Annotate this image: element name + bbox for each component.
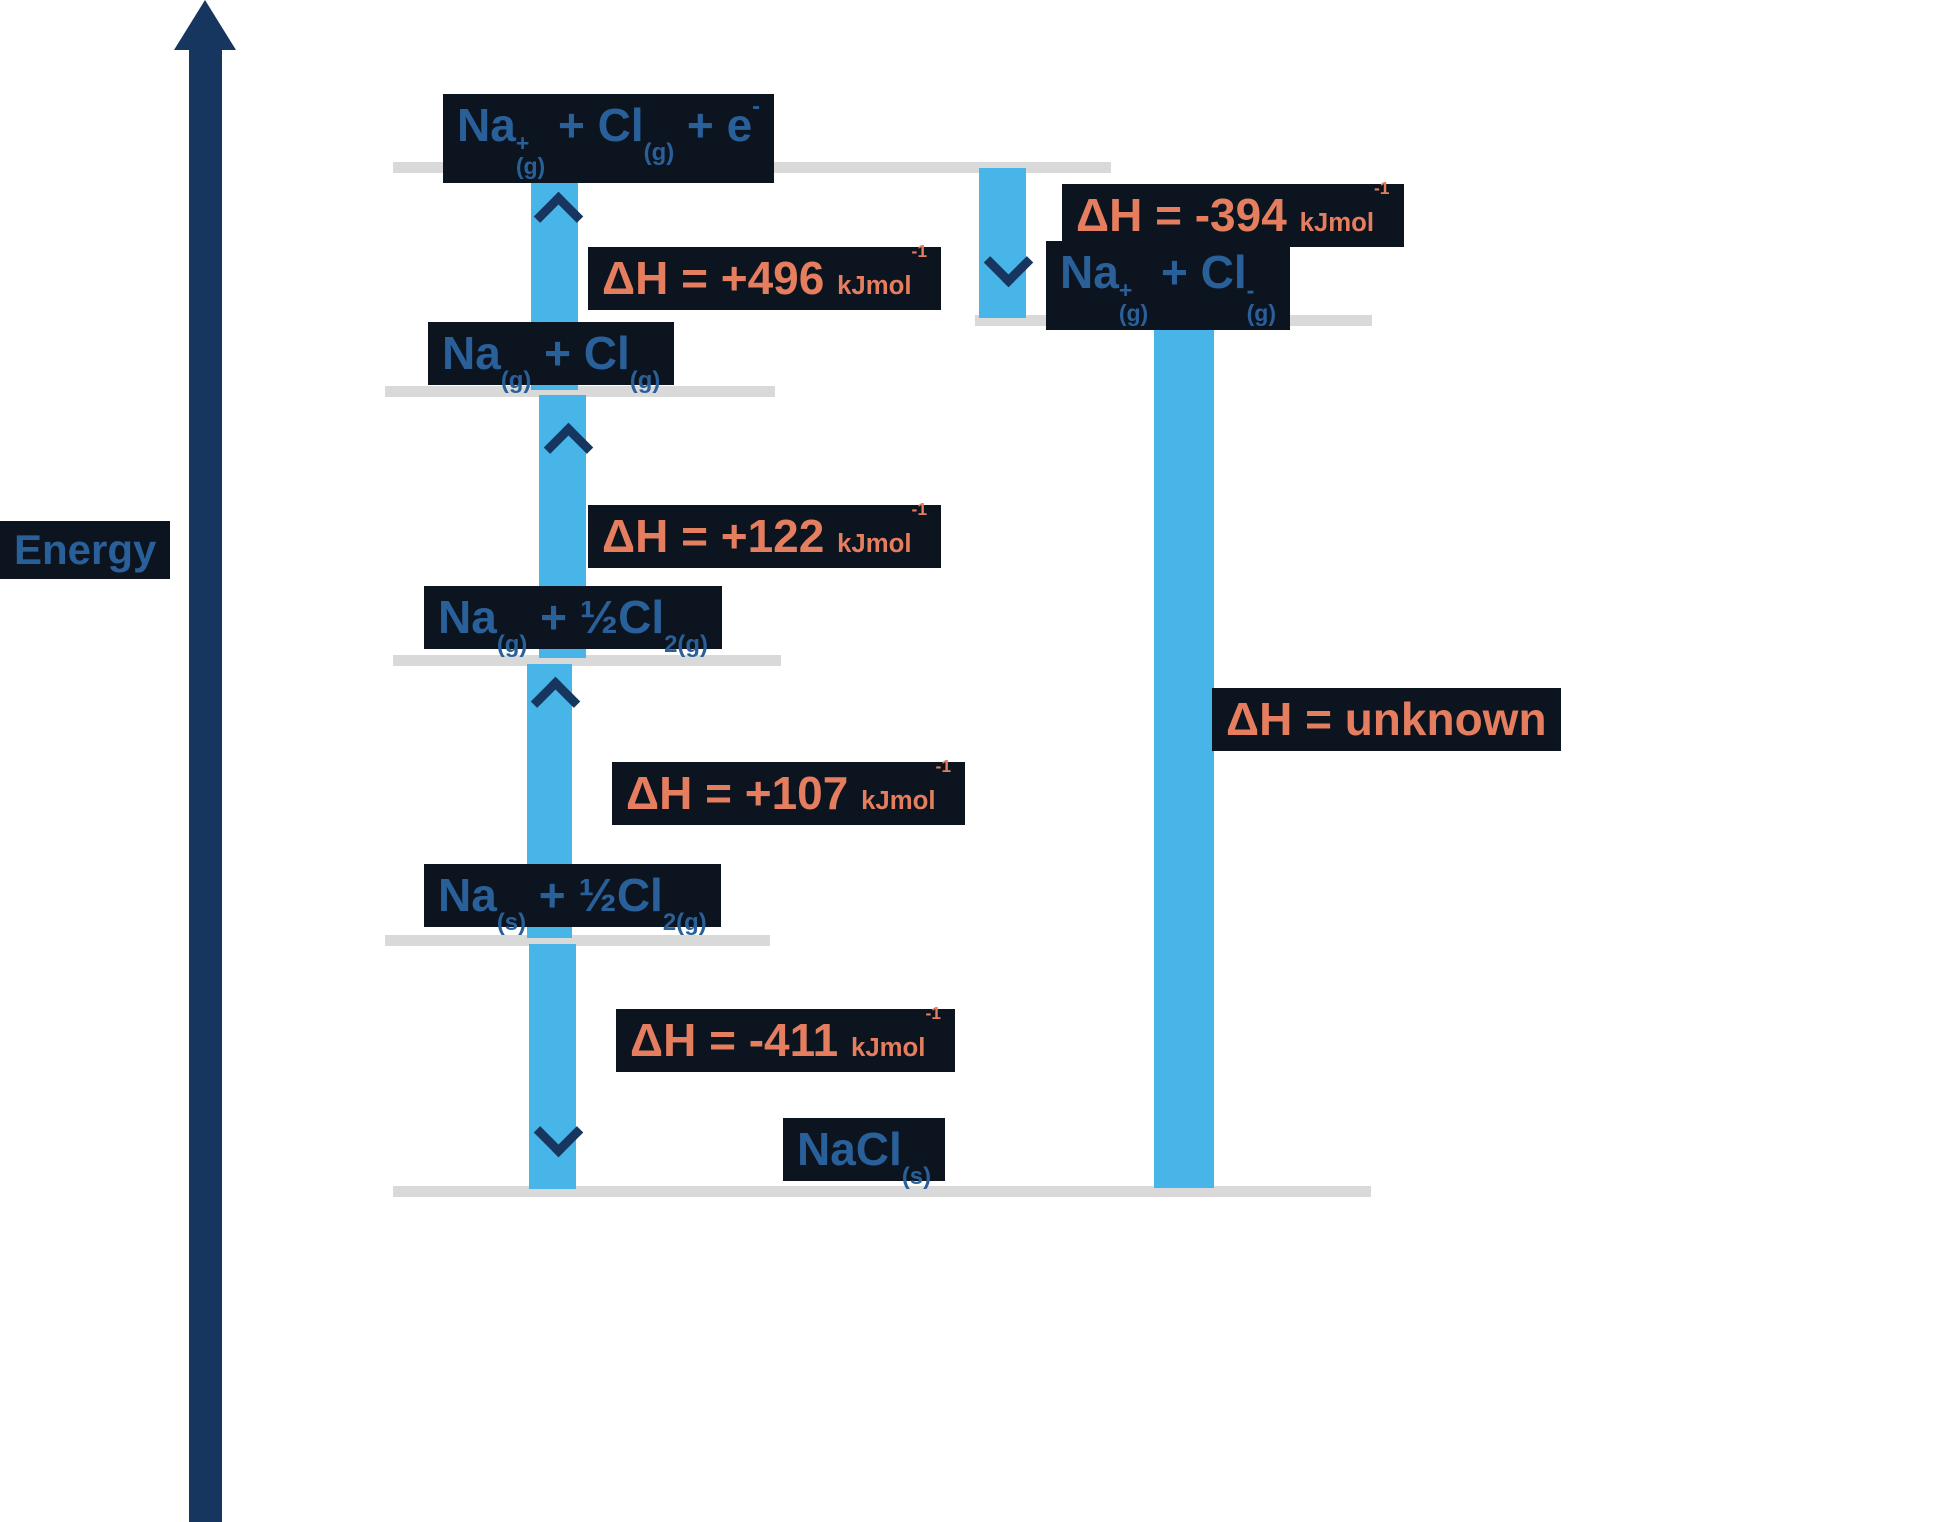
energy-axis-arrowhead-icon [174, 0, 236, 50]
species-label-gaseous-ions: Na + (g) + Cl - (g) [1046, 241, 1290, 331]
enthalpy-label-sodium-atomisation: ΔH = +107 kJmol-1 [612, 757, 966, 825]
enthalpy-label-chlorine-atomisation: ΔH = +122 kJmol-1 [588, 500, 942, 568]
enthalpy-label-electron-affinity: ΔH = -394 kJmol-1 [1062, 179, 1404, 247]
enthalpy-label-formation: ΔH = -411 kJmol-1 [616, 1004, 955, 1072]
species-label-elements-standard-state: Na(s) + ½Cl2(g) [424, 864, 721, 934]
species-label-ions-plus-electron: Na + (g) + Cl(g) + e- [443, 94, 775, 184]
lattice-enthalpy-arrow [1154, 324, 1214, 1188]
energy-axis-line [189, 30, 222, 1522]
species-label-na-gas-half-cl2: Na(g) + ½Cl2(g) [424, 586, 722, 656]
energy-axis-label: Energy [0, 521, 171, 580]
energy-level-gaseous-atoms [385, 386, 775, 397]
enthalpy-label-ionisation: ΔH = +496 kJmol-1 [588, 242, 942, 310]
enthalpy-label-lattice-unknown: ΔH = unknown [1212, 688, 1561, 751]
electron-affinity-arrow [979, 168, 1026, 318]
energy-level-nacl-solid [393, 1186, 1371, 1197]
formation-arrow [529, 944, 576, 1189]
species-label-nacl-solid: NaCl(s) [783, 1118, 946, 1188]
energy-level-elements-standard-state [385, 935, 770, 946]
species-label-gaseous-atoms: Na(g) + Cl(g) [428, 322, 675, 392]
energy-level-na-gas-half-cl2 [393, 655, 781, 666]
